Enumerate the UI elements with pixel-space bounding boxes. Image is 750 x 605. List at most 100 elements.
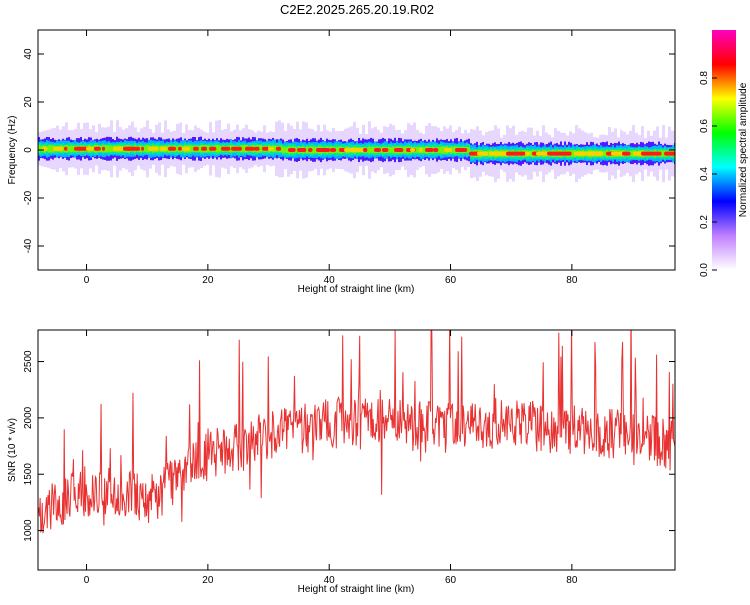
spectrogram-band-cell xyxy=(218,145,220,153)
spectrogram-xtick-label: 0 xyxy=(84,275,90,286)
spectrogram-ytick-label: -40 xyxy=(23,238,34,253)
spectrogram-band-cell xyxy=(372,146,374,154)
spectrogram-band-cell xyxy=(442,146,444,154)
spectrogram-band-cell xyxy=(216,145,218,153)
spectrogram-band-cell xyxy=(274,145,276,153)
spectrogram-band-cell xyxy=(110,145,112,153)
spectrogram-band-cell xyxy=(404,146,406,154)
spectrogram-band-cell xyxy=(242,145,244,153)
spectrogram-band-cell xyxy=(314,146,316,154)
spectrogram-band-cell xyxy=(38,145,40,153)
spectrogram-hotspot xyxy=(356,148,365,152)
spectrogram-band-cell xyxy=(368,146,370,154)
spectrogram-hotspot xyxy=(344,148,350,152)
spectrogram-band-cell xyxy=(68,146,70,152)
snr-panel: 0 20 40 60 80 1000 1500 2000 2500 Height of stra… xyxy=(7,329,676,595)
spectrogram-band-cell xyxy=(146,145,148,153)
spectrogram-hotspot xyxy=(363,148,368,152)
snr-ytick-label: 2000 xyxy=(23,406,34,429)
spectrogram-band-cell xyxy=(306,146,308,154)
spectrogram-band-cell xyxy=(106,145,108,153)
spectrogram-ylabel: Frequency (Hz) xyxy=(7,116,18,185)
spectrogram-hotspot xyxy=(288,148,296,152)
spectrogram-band-cell xyxy=(286,146,288,154)
spectrogram-xtick-label: 60 xyxy=(445,275,457,286)
spectrogram-ytick-label: 40 xyxy=(23,48,34,60)
spectrogram-hotspot xyxy=(562,151,572,156)
spectrogram-band-cell xyxy=(282,146,284,154)
spectrogram-hotspot xyxy=(168,146,177,151)
spectrogram-ticks: 0 20 40 60 80 -40 -20 0 20 40 xyxy=(23,30,675,286)
spectrogram-band-cell xyxy=(392,146,394,154)
snr-ytick-label: 2500 xyxy=(23,350,34,373)
spectrogram-band-cell xyxy=(370,147,372,153)
spectrogram-band-cell xyxy=(336,146,338,154)
spectrogram-band-cell xyxy=(390,147,392,153)
spectrogram-band-cell xyxy=(144,145,146,152)
colorbar-tick-label: 0.0 xyxy=(699,263,710,277)
spectrogram-hotspot xyxy=(322,148,331,152)
spectrogram-hotspot xyxy=(433,148,439,152)
spectrogram-hotspot xyxy=(425,148,434,152)
spectrogram-hotspot xyxy=(86,146,94,151)
spectrogram-hotspot xyxy=(374,148,382,152)
spectrogram-hotspot xyxy=(574,151,587,156)
spectrogram-hotspot xyxy=(102,146,106,151)
colorbar-tick-label: 0.2 xyxy=(699,215,710,229)
spectrogram-band-cell xyxy=(312,146,314,154)
spectrogram-xtick-label: 20 xyxy=(202,275,214,286)
spectrogram-band-cell xyxy=(72,145,74,152)
spectrogram-band-cell xyxy=(108,145,110,152)
colorbar: 0.0 0.2 0.4 0.6 0.8 Normalized spectral ampl… xyxy=(699,30,749,277)
spectrogram-hotspot xyxy=(249,146,255,151)
spectrogram-hotspot xyxy=(525,151,531,156)
spectrogram-band-cell xyxy=(48,145,50,153)
spectrogram-hotspot xyxy=(308,148,313,152)
spectrogram-hotspot xyxy=(382,148,389,152)
spectrogram-band-cell xyxy=(452,146,454,154)
snr-xtick-label: 60 xyxy=(445,575,457,586)
spectrogram-hotspot xyxy=(53,146,64,151)
colorbar-tick-label: 0.6 xyxy=(699,119,710,133)
spectrogram-hotspot xyxy=(297,148,307,152)
spectrogram-band-cell xyxy=(630,150,632,157)
spectrogram-hotspot xyxy=(444,148,452,152)
spectrogram-xlabel: Height of straight line (km) xyxy=(298,284,415,295)
spectrogram-band-cell xyxy=(572,150,574,157)
spectrogram-band-cell xyxy=(40,146,42,152)
colorbar-label: Normalized spectral amplitude xyxy=(738,82,749,217)
spectrogram-band-cell xyxy=(416,147,418,153)
spectrogram-hotspot xyxy=(182,146,190,151)
snr-series-line xyxy=(38,330,675,534)
spectrogram-band-cell xyxy=(284,147,286,153)
spectrogram-hotspot xyxy=(536,151,551,156)
spectrogram-hotspot xyxy=(622,151,631,156)
spectrogram-hotspot xyxy=(394,148,404,152)
snr-plot-area xyxy=(38,330,675,570)
snr-ytick-label: 1000 xyxy=(23,519,34,542)
spectrogram-band xyxy=(38,120,675,183)
spectrogram-ytick-label: 0 xyxy=(23,147,34,153)
spectrogram-hotspot xyxy=(513,151,526,156)
spectrogram-band-cell xyxy=(468,147,470,153)
spectrogram-hotspot xyxy=(268,146,274,151)
spectrogram-hotspot xyxy=(235,146,242,151)
spectrogram-hotspot xyxy=(74,146,84,151)
chart-title: C2E2.2025.265.20.19.R02 xyxy=(280,2,434,17)
spectrogram-hotspot xyxy=(477,151,489,156)
spectrogram-hotspot xyxy=(557,151,564,156)
spectrogram-hotspot xyxy=(664,151,675,156)
spectrogram-ytick-label: 20 xyxy=(23,96,34,108)
spectrogram-band-cell xyxy=(190,145,192,153)
colorbar-tick-label: 0.8 xyxy=(699,71,710,85)
snr-ticks: 0 20 40 60 80 1000 1500 2000 2500 xyxy=(23,330,675,586)
spectrogram-hotspot xyxy=(193,146,199,151)
snr-xtick-label: 80 xyxy=(566,575,578,586)
colorbar-ticks: 0.0 0.2 0.4 0.6 0.8 xyxy=(699,71,717,277)
colorbar-tick-label: 0.4 xyxy=(699,167,710,181)
spectrogram-hotspot xyxy=(339,148,347,152)
spectrogram-xtick-label: 80 xyxy=(566,275,578,286)
snr-xtick-label: 40 xyxy=(324,575,336,586)
spectrogram-band-cell xyxy=(422,146,424,154)
